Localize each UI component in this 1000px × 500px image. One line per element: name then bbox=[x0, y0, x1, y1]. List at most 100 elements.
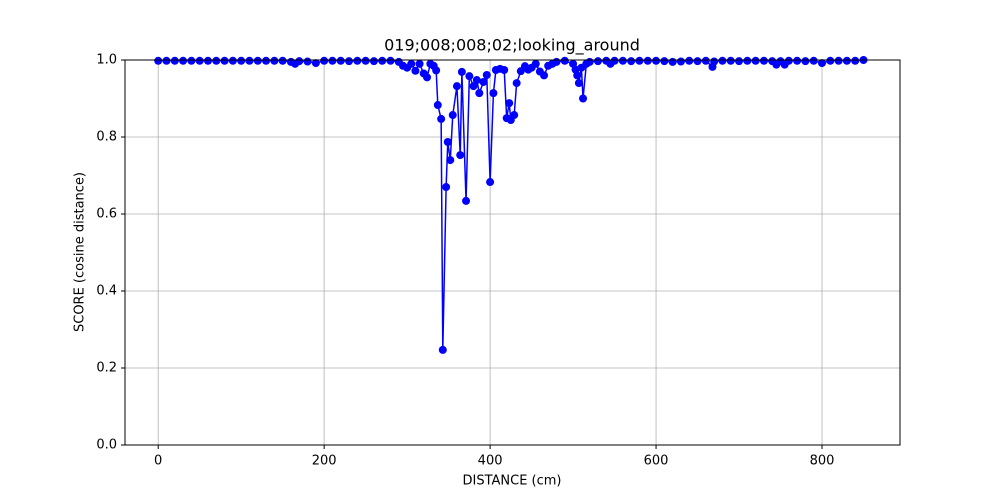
marker bbox=[220, 56, 229, 65]
marker bbox=[676, 57, 685, 66]
marker bbox=[253, 56, 262, 65]
marker bbox=[482, 71, 491, 80]
marker bbox=[726, 56, 735, 65]
marker bbox=[411, 66, 420, 75]
marker bbox=[407, 59, 416, 68]
marker bbox=[437, 114, 446, 123]
y-tick-label: 0.4 bbox=[96, 284, 117, 299]
marker bbox=[627, 57, 636, 66]
marker bbox=[834, 56, 843, 65]
marker bbox=[386, 56, 395, 65]
marker bbox=[560, 56, 569, 65]
marker bbox=[593, 57, 602, 66]
y-tick-label: 1.0 bbox=[96, 53, 117, 68]
marker bbox=[245, 56, 254, 65]
marker bbox=[710, 57, 719, 66]
marker bbox=[212, 56, 221, 65]
marker bbox=[743, 56, 752, 65]
plot-frame bbox=[124, 59, 901, 446]
marker bbox=[510, 111, 519, 120]
marker bbox=[500, 66, 509, 75]
x-tick-label: 800 bbox=[810, 454, 835, 469]
marker bbox=[446, 156, 455, 165]
marker bbox=[423, 73, 432, 82]
marker bbox=[448, 111, 457, 120]
marker bbox=[540, 71, 549, 80]
marker bbox=[469, 82, 478, 91]
marker bbox=[195, 56, 204, 65]
marker bbox=[693, 57, 702, 66]
marker bbox=[442, 183, 451, 192]
marker bbox=[512, 79, 521, 88]
marker bbox=[369, 57, 378, 66]
marker bbox=[378, 56, 387, 65]
marker bbox=[228, 56, 237, 65]
marker bbox=[452, 82, 461, 91]
x-axis-label: DISTANCE (cm) bbox=[462, 474, 561, 489]
marker bbox=[635, 56, 644, 65]
marker bbox=[303, 57, 312, 66]
marker bbox=[278, 56, 287, 65]
x-tick-label: 0 bbox=[154, 454, 162, 469]
marker bbox=[328, 56, 337, 65]
marker bbox=[809, 56, 818, 65]
marker bbox=[154, 56, 163, 65]
marker bbox=[718, 56, 727, 65]
marker bbox=[438, 345, 447, 354]
marker bbox=[579, 94, 588, 103]
y-tick-label: 0.6 bbox=[96, 207, 117, 222]
marker bbox=[531, 59, 540, 68]
marker bbox=[353, 56, 362, 65]
marker bbox=[826, 56, 835, 65]
y-axis-label: SCORE (cosine distance) bbox=[73, 172, 88, 332]
marker bbox=[187, 56, 196, 65]
marker bbox=[262, 56, 271, 65]
marker bbox=[432, 66, 441, 75]
marker bbox=[851, 56, 860, 65]
marker bbox=[462, 196, 471, 205]
marker bbox=[652, 56, 661, 65]
marker bbox=[237, 56, 246, 65]
marker bbox=[472, 76, 481, 85]
marker bbox=[552, 57, 561, 66]
y-tick-label: 0.2 bbox=[96, 361, 117, 376]
marker bbox=[179, 56, 188, 65]
marker bbox=[486, 178, 495, 187]
marker bbox=[643, 56, 652, 65]
x-tick-label: 600 bbox=[644, 454, 669, 469]
marker bbox=[793, 56, 802, 65]
marker bbox=[456, 151, 465, 160]
marker bbox=[415, 59, 424, 68]
marker bbox=[479, 77, 488, 86]
x-tick-label: 400 bbox=[478, 454, 503, 469]
marker bbox=[685, 56, 694, 65]
marker bbox=[170, 56, 179, 65]
marker bbox=[270, 56, 279, 65]
x-tick-label: 200 bbox=[312, 454, 337, 469]
marker bbox=[618, 56, 627, 65]
marker bbox=[361, 56, 370, 65]
marker bbox=[701, 56, 710, 65]
marker bbox=[443, 138, 452, 147]
marker bbox=[759, 56, 768, 65]
marker bbox=[505, 99, 514, 108]
marker bbox=[610, 56, 619, 65]
chart-title: 019;008;008;02;looking_around bbox=[384, 36, 640, 56]
marker bbox=[735, 57, 744, 66]
marker bbox=[203, 56, 212, 65]
marker bbox=[818, 59, 827, 68]
marker bbox=[489, 89, 498, 98]
y-tick-label: 0.0 bbox=[96, 438, 117, 453]
marker bbox=[842, 56, 851, 65]
marker bbox=[311, 59, 320, 68]
marker bbox=[585, 57, 594, 66]
marker bbox=[345, 57, 354, 66]
marker bbox=[457, 67, 466, 76]
marker bbox=[784, 56, 793, 65]
marker bbox=[320, 56, 329, 65]
marker bbox=[751, 56, 760, 65]
marker bbox=[336, 56, 345, 65]
marker bbox=[668, 57, 677, 66]
